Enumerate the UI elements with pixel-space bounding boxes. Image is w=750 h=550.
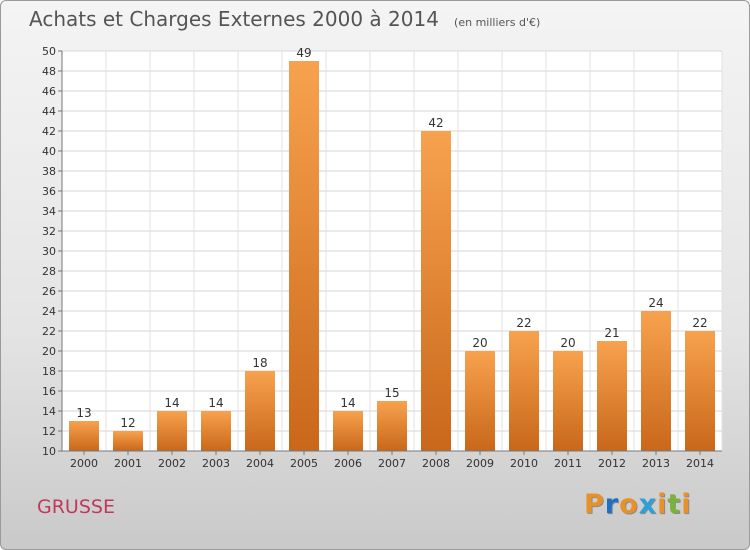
bar-2007 [377,401,407,451]
y-tick-label: 36 [42,185,56,198]
data-label-2009: 20 [472,336,487,350]
axis-layer: 10 12 14 16 18 20 22 24 26 28 30 32 34 36 38 40 42 44 46 48… [42,45,722,470]
chart-unit-label: (en milliers d'€) [454,16,541,29]
data-label-2005: 49 [296,46,311,60]
data-label-2010: 22 [516,316,531,330]
logo-letter: o [619,489,639,520]
x-tick-label-2005: 2005 [290,457,318,470]
logo-letter: i [681,489,692,520]
data-label-2003: 14 [208,396,223,410]
bar-2010 [509,331,539,451]
bar-2009 [465,351,495,451]
y-tick-label: 34 [42,205,56,218]
data-label-2007: 15 [384,386,399,400]
title-block: Achats et Charges Externes 2000 à 2014 (… [29,7,540,31]
x-tick-label-2008: 2008 [422,457,450,470]
x-tick-label-2003: 2003 [202,457,230,470]
data-label-2001: 12 [120,416,135,430]
y-tick-label: 16 [42,385,56,398]
y-tick-label: 44 [42,105,56,118]
x-tick-label-2001: 2001 [114,457,142,470]
y-tick-label: 40 [42,145,56,158]
commune-name: GRUSSE [37,496,115,518]
y-tick-label: 48 [42,65,56,78]
y-tick-label: 10 [42,445,56,458]
bar-2004 [245,371,275,451]
data-label-2006: 14 [340,396,355,410]
y-tick-label: 38 [42,165,56,178]
y-tick-label: 22 [42,325,56,338]
x-tick-label-2007: 2007 [378,457,406,470]
bar-2014 [685,331,715,451]
y-tick-label: 46 [42,85,56,98]
data-label-2013: 24 [648,296,663,310]
logo-letter: P [584,489,605,520]
bar-2006 [333,411,363,451]
bar-2011 [553,351,583,451]
bar-2005 [289,61,319,451]
y-tick-label: 18 [42,365,56,378]
data-label-2011: 20 [560,336,575,350]
y-tick-label: 42 [42,125,56,138]
logo-letter: x [638,489,658,520]
x-tick-label-2011: 2011 [554,457,582,470]
x-tick-label-2012: 2012 [598,457,626,470]
y-tick-label: 50 [42,45,56,58]
y-tick-label: 14 [42,405,56,418]
y-tick-label: 12 [42,425,56,438]
data-label-2000: 13 [76,406,91,420]
x-tick-label-2004: 2004 [246,457,274,470]
data-label-2004: 18 [252,356,267,370]
bar-layer: 13 12 14 14 18 49 14 15 42 20 22 20 21 24 22 [69,46,715,451]
y-tick-label: 30 [42,245,56,258]
x-tick-label-2010: 2010 [510,457,538,470]
y-tick-label: 20 [42,345,56,358]
x-tick-label-2013: 2013 [642,457,670,470]
proxiti-logo: Proxiti [584,489,692,520]
y-tick-label: 26 [42,285,56,298]
bar-2002 [157,411,187,451]
data-label-2012: 21 [604,326,619,340]
data-label-2002: 14 [164,396,179,410]
bar-2008 [421,131,451,451]
x-tick-label-2002: 2002 [158,457,186,470]
bar-2003 [201,411,231,451]
logo-letter: r [604,489,620,520]
x-tick-label-2006: 2006 [334,457,362,470]
y-tick-label: 32 [42,225,56,238]
y-tick-label: 28 [42,265,56,278]
x-tick-label-2014: 2014 [686,457,714,470]
bar-2012 [597,341,627,451]
data-label-2014: 22 [692,316,707,330]
logo-letter: t [667,489,682,520]
x-tick-label-2009: 2009 [466,457,494,470]
y-tick-label: 24 [42,305,56,318]
chart-title: Achats et Charges Externes 2000 à 2014 [29,7,439,31]
bar-2001 [113,431,143,451]
data-label-2008: 42 [428,116,443,130]
bar-2000 [69,421,99,451]
x-tick-label-2000: 2000 [70,457,98,470]
bar-2013 [641,311,671,451]
logo-letter: i [657,489,668,520]
